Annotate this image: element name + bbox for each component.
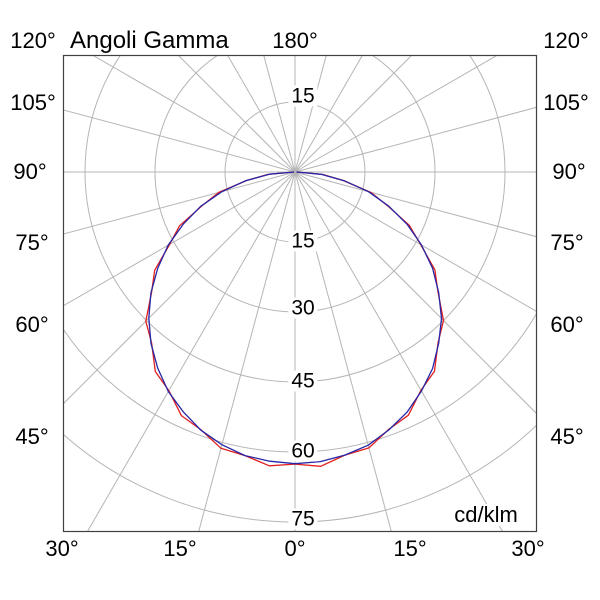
curves-group — [145, 171, 445, 467]
radial-tick-45: 45 — [288, 370, 318, 392]
gamma-label-right-105: 105° — [543, 90, 589, 115]
gamma-label-bottom-left-30: 30° — [45, 536, 79, 561]
gamma-label-left-105: 105° — [10, 90, 56, 115]
gamma-label-left-90: 90° — [13, 159, 47, 184]
radial-tick-75: 75 — [288, 508, 318, 530]
gamma-label-left-60: 60° — [15, 312, 49, 337]
gamma-label-left-75: 75° — [15, 230, 49, 255]
gamma-label-right-45: 45° — [550, 424, 584, 449]
gamma-label-top-180: 180° — [272, 28, 318, 53]
plot-frame — [62, 54, 538, 533]
gamma-label-top-right-120: 120° — [543, 28, 589, 53]
gamma-label-bottom-right-15: 15° — [393, 536, 427, 561]
radial-tick-15-upper: 15 — [288, 85, 318, 107]
gamma-label-right-60: 60° — [550, 312, 584, 337]
unit-label: cd/klm — [452, 502, 520, 527]
gamma-label-bottom-left-15: 15° — [163, 536, 197, 561]
gamma-label-left-45: 45° — [15, 424, 49, 449]
radial-tick-60: 60 — [288, 440, 318, 462]
radial-tick-30: 30 — [288, 297, 318, 319]
page-title: Angoli Gamma — [70, 27, 229, 54]
radial-tick-15: 15 — [288, 230, 318, 252]
gamma-label-bottom-0: 0° — [284, 536, 306, 561]
gamma-label-top-left-120: 120° — [10, 28, 56, 53]
blue-curve — [148, 171, 443, 465]
gamma-label-right-90: 90° — [552, 159, 586, 184]
gamma-label-right-75: 75° — [550, 230, 584, 255]
gamma-label-bottom-right-30: 30° — [511, 536, 545, 561]
